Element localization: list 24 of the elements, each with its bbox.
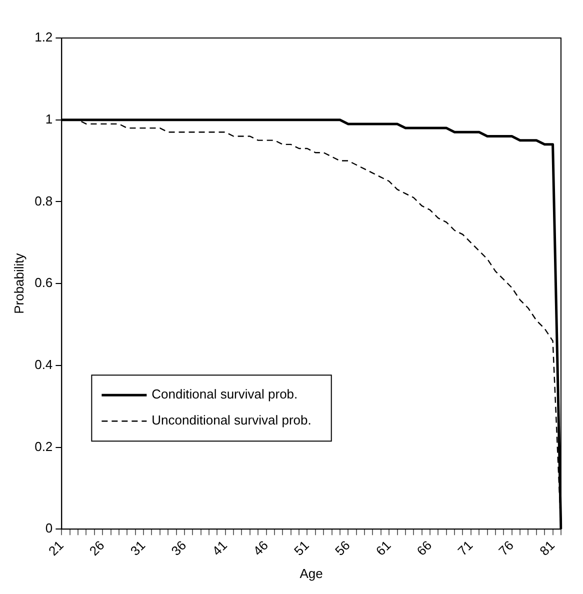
y-tick-label: 0 [45, 520, 53, 536]
x-tick-label: 71 [454, 538, 476, 559]
x-tick-label: 56 [332, 538, 353, 559]
y-axis-title: Probability [11, 252, 26, 314]
x-tick-label: 41 [209, 538, 230, 559]
y-tick-label: 0.2 [34, 438, 53, 454]
x-tick-label: 66 [414, 538, 435, 559]
y-tick-label: 0.8 [34, 193, 53, 208]
legend-label: Conditional survival prob. [152, 386, 298, 402]
x-tick-label: 61 [372, 538, 394, 559]
y-tick-label: 0.6 [34, 275, 53, 290]
y-tick-label: 1 [45, 111, 53, 126]
legend-label: Unconditional survival prob. [152, 412, 312, 428]
x-tick-label: 36 [168, 538, 190, 559]
x-tick-label: 31 [127, 538, 148, 559]
x-tick-label: 81 [536, 538, 558, 559]
x-tick-label: 46 [250, 538, 271, 559]
x-tick-label: 26 [86, 538, 108, 559]
x-tick-label: 76 [496, 538, 517, 559]
x-tick-label: 21 [45, 538, 66, 559]
y-tick-label: 1.2 [34, 30, 53, 45]
x-tick-label: 51 [291, 538, 312, 559]
y-tick-label: 0.4 [34, 357, 53, 372]
x-axis-title: Age [300, 566, 323, 581]
